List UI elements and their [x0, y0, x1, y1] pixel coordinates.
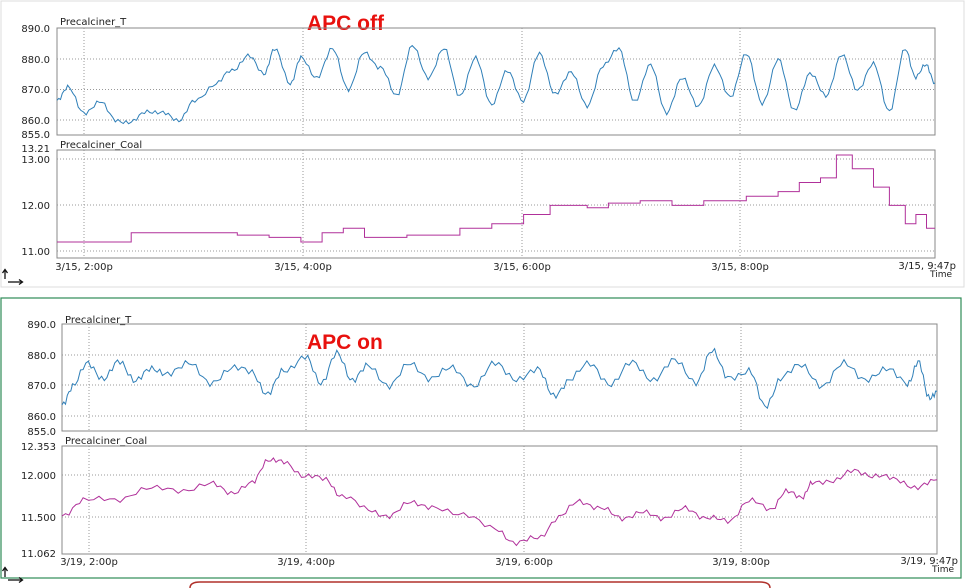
- panel-apc-on: APC on Precalciner_T 890.0 880.0 870.0 8…: [1, 315, 958, 584]
- ytick-temperature-off: 880.0: [21, 55, 50, 66]
- banner-apc-on: APC on: [307, 331, 383, 354]
- x-axis-label-apc-off: Time: [929, 270, 952, 280]
- xtick-apc-off: 3/15, 9:47p: [898, 261, 956, 272]
- xtick-apc-on: 3/19, 6:00p: [495, 557, 553, 568]
- plot-coal-on-frame: [61, 445, 938, 555]
- ytick-temperature-on: 870.0: [27, 381, 56, 392]
- ytick-coal-off: 13.21: [21, 144, 50, 155]
- series-line-coal-on: [61, 457, 938, 547]
- plot-coal-on: Precalciner_Coal 12.353 12.000 11.500 11…: [21, 436, 938, 560]
- plot-temperature-off-gridlines: [57, 28, 935, 135]
- ytick-temperature-on: 855.0: [27, 427, 56, 438]
- plot-coal-off: Precalciner_Coal 13.21 13.00 12.00 11.00: [21, 140, 936, 259]
- callout-box-partial: [189, 581, 771, 588]
- xtick-apc-off: 3/15, 4:00p: [274, 262, 332, 273]
- plot-temperature-on-frame: [61, 323, 938, 432]
- x-axis-label-apc-on: Time: [931, 565, 954, 575]
- ytick-coal-off: 12.00: [21, 201, 50, 212]
- plot-coal-on-gridlines: [62, 446, 937, 554]
- plot-title-temperature-on: Precalciner_T: [65, 315, 132, 326]
- plot-coal-off-frame: [56, 149, 936, 259]
- ytick-temperature-off: 890.0: [21, 24, 50, 35]
- xtick-apc-on: 3/19, 9:47p: [900, 556, 958, 567]
- ytick-temperature-on: 890.0: [27, 320, 56, 331]
- plot-temperature-off: Precalciner_T 890.0 880.0 870.0 860.0 85…: [21, 17, 936, 141]
- plot-temperature-on-gridlines: [62, 324, 937, 431]
- plot-coal-off-gridlines: [57, 150, 935, 258]
- ytick-coal-on: 11.500: [21, 513, 56, 524]
- xtick-apc-on: 3/19, 2:00p: [60, 557, 118, 568]
- xtick-apc-off: 3/15, 8:00p: [711, 262, 769, 273]
- xtick-apc-on: 3/19, 8:00p: [712, 557, 770, 568]
- plot-temperature-off-frame: [56, 27, 936, 136]
- panel-top-frame: [0, 0, 965, 288]
- panel-apc-off: APC off Precalciner_T 890.0 880.0 870.0 …: [1, 12, 956, 286]
- xtick-apc-off: 3/15, 2:00p: [55, 262, 113, 273]
- banner-apc-off: APC off: [307, 12, 385, 35]
- ytick-coal-off: 11.00: [21, 247, 50, 258]
- plot-title-coal-on: Precalciner_Coal: [65, 436, 147, 447]
- series-line-coal-off: [57, 154, 935, 243]
- series-line-temperature-off: [56, 44, 936, 125]
- ytick-coal-on: 12.000: [21, 471, 56, 482]
- ytick-temperature-off: 860.0: [21, 116, 50, 127]
- ytick-temperature-on: 860.0: [27, 412, 56, 423]
- axis-arrows-icon: [1, 566, 24, 584]
- ytick-coal-on: 12.353: [21, 442, 56, 453]
- xtick-apc-on: 3/19, 4:00p: [277, 557, 335, 568]
- xtick-apc-off: 3/15, 6:00p: [493, 262, 551, 273]
- plot-title-temperature-off: Precalciner_T: [60, 17, 127, 28]
- ytick-temperature-off: 855.0: [21, 130, 50, 141]
- ytick-coal-on: 11.062: [21, 549, 56, 560]
- plot-temperature-on: Precalciner_T 890.0 880.0 870.0 860.0 85…: [27, 315, 938, 438]
- ytick-temperature-off: 870.0: [21, 85, 50, 96]
- axis-arrows-icon: [1, 268, 24, 286]
- plot-title-coal-off: Precalciner_Coal: [60, 140, 142, 151]
- series-line-temperature-on: [61, 347, 938, 410]
- panel-bottom-frame: [0, 297, 962, 579]
- ytick-temperature-on: 880.0: [27, 351, 56, 362]
- ytick-coal-off: 13.00: [21, 155, 50, 166]
